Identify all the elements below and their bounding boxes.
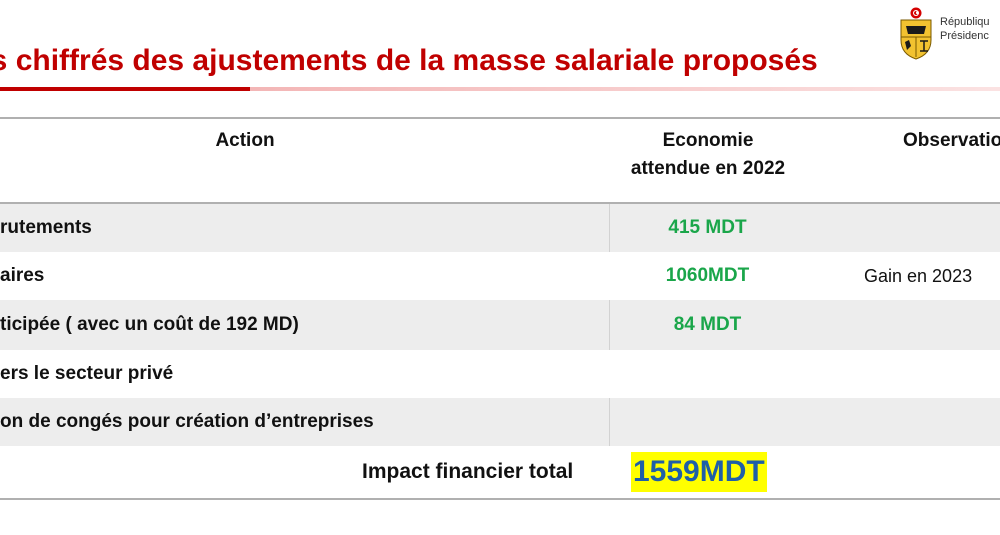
row-economie: [610, 398, 805, 446]
row-economie: [610, 350, 805, 398]
header-action: Action: [215, 130, 275, 151]
column-divider: [609, 300, 610, 350]
table-row: ticipée ( avec un coût de 192 MD) 84 MDT: [0, 300, 1000, 350]
slide-title: ils chiffrés des ajustements de la masse…: [0, 44, 818, 77]
column-divider: [609, 204, 610, 252]
salary-adjustments-table: Action Economie attendue en 2022 Observa…: [0, 117, 1000, 500]
row-action: rutements: [0, 217, 92, 238]
column-divider: [609, 398, 610, 446]
row-action: ers le secteur privé: [0, 363, 174, 384]
header-institution: Républiqu Présidenc: [940, 15, 990, 43]
header-line-1: Républiqu: [940, 16, 990, 28]
header-economie-line2: attendue en 2022: [630, 158, 786, 179]
row-economie: 415 MDT: [668, 217, 747, 238]
header-economie-line1: Economie: [662, 130, 754, 151]
table-row: ers le secteur privé: [0, 350, 1000, 398]
row-action: on de congés pour création d’entreprises: [0, 411, 374, 432]
row-economie: 1060MDT: [665, 265, 750, 286]
coat-of-arms-icon: [900, 7, 932, 60]
total-label: Impact financier total: [362, 460, 574, 483]
table-total-row: Impact financier total 1559MDT: [0, 446, 1000, 500]
header-observations: Observatio: [903, 130, 1000, 151]
header-economie: Economie attendue en 2022: [608, 127, 808, 183]
row-action: aires: [0, 265, 45, 286]
title-underline-red: [0, 87, 250, 91]
table-row: aires 1060MDT Gain en 2023: [0, 252, 1000, 300]
row-economie: 84 MDT: [673, 314, 742, 335]
header-line-2: Présidenc: [940, 30, 989, 42]
row-observation: Gain en 2023: [864, 266, 973, 286]
total-value: 1559MDT: [631, 452, 767, 492]
table-row: on de congés pour création d’entreprises: [0, 398, 1000, 446]
title-underline-pink: [250, 87, 1000, 91]
table-row: rutements 415 MDT: [0, 204, 1000, 252]
table-header-row: Action Economie attendue en 2022 Observa…: [0, 119, 1000, 204]
row-action: ticipée ( avec un coût de 192 MD): [0, 314, 299, 335]
